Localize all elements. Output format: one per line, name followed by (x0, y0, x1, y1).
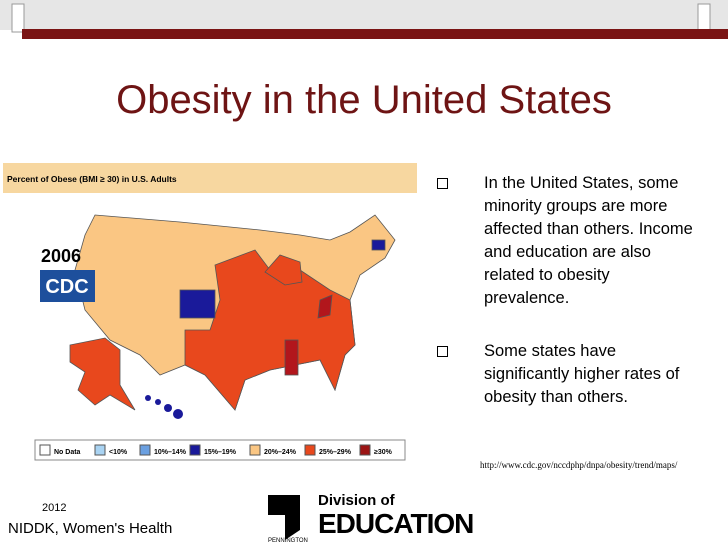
legend-label: ≥30% (374, 449, 393, 456)
legend-swatch (249, 444, 261, 456)
legend-label: 15%–19% (204, 449, 237, 456)
legend-label: 20%–24% (264, 449, 297, 456)
map-caption: Percent of Obese (BMI ≥ 30) in U.S. Adul… (7, 174, 177, 184)
source-url: http://www.cdc.gov/nccdphp/dnpa/obesity/… (480, 460, 678, 470)
legend-label: <10% (109, 449, 128, 456)
logo-line2: EDUCATION (318, 508, 474, 539)
bullet: In the United States, some minority grou… (437, 172, 707, 310)
legend-swatch (304, 444, 316, 456)
footer-year: 2012 (42, 502, 67, 514)
cdc-logo: CDC (45, 276, 88, 298)
legend-swatch (189, 444, 201, 456)
bullet-text: Some states have significantly higher ra… (484, 342, 680, 406)
legend-label: 10%–14% (154, 449, 187, 456)
logo-line1: Division of (318, 492, 395, 509)
legend-label: 25%–29% (319, 449, 352, 456)
legend-swatch (39, 444, 51, 456)
legend-swatch (94, 444, 106, 456)
title: Obesity in the United States (116, 78, 612, 122)
logo-small: PENNINGTON (268, 538, 308, 544)
bullet: Some states have significantly higher ra… (437, 340, 707, 409)
footer-org: NIDDK, Women's Health (8, 520, 173, 537)
map-year: 2006 (41, 246, 81, 266)
legend-label: No Data (54, 449, 81, 456)
bullet-text: In the United States, some minority grou… (484, 174, 693, 307)
legend-swatch (139, 444, 151, 456)
legend-swatch (359, 444, 371, 456)
